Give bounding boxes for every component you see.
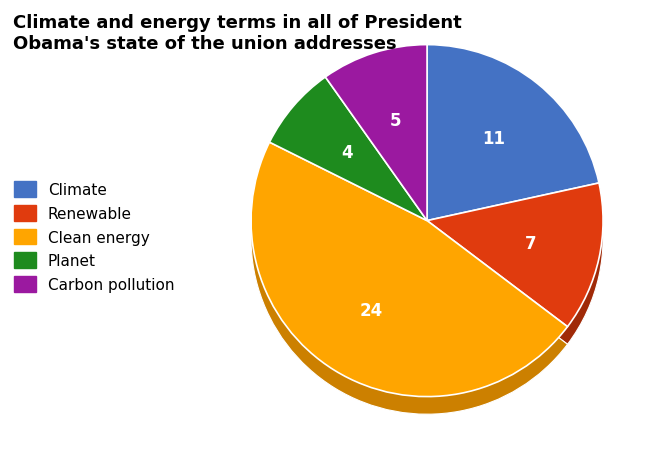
- Text: 11: 11: [482, 130, 505, 148]
- Text: 7: 7: [524, 235, 536, 252]
- Wedge shape: [427, 184, 603, 327]
- Wedge shape: [251, 160, 568, 414]
- Wedge shape: [427, 63, 599, 239]
- Legend: Climate, Renewable, Clean energy, Planet, Carbon pollution: Climate, Renewable, Clean energy, Planet…: [14, 182, 174, 292]
- Wedge shape: [427, 201, 603, 345]
- Wedge shape: [427, 201, 603, 345]
- Text: Climate and energy terms in all of President
Obama's state of the union addresse: Climate and energy terms in all of Presi…: [13, 14, 462, 52]
- Wedge shape: [427, 45, 599, 221]
- Text: 4: 4: [341, 144, 353, 162]
- Wedge shape: [251, 160, 568, 414]
- Wedge shape: [325, 45, 427, 221]
- Wedge shape: [269, 78, 427, 221]
- Wedge shape: [325, 63, 427, 239]
- Wedge shape: [325, 63, 427, 239]
- Text: 5: 5: [390, 112, 401, 130]
- Wedge shape: [251, 143, 568, 397]
- Wedge shape: [269, 95, 427, 239]
- Wedge shape: [269, 95, 427, 239]
- Wedge shape: [427, 63, 599, 239]
- Ellipse shape: [251, 168, 603, 274]
- Ellipse shape: [251, 186, 603, 291]
- Text: 24: 24: [360, 302, 383, 319]
